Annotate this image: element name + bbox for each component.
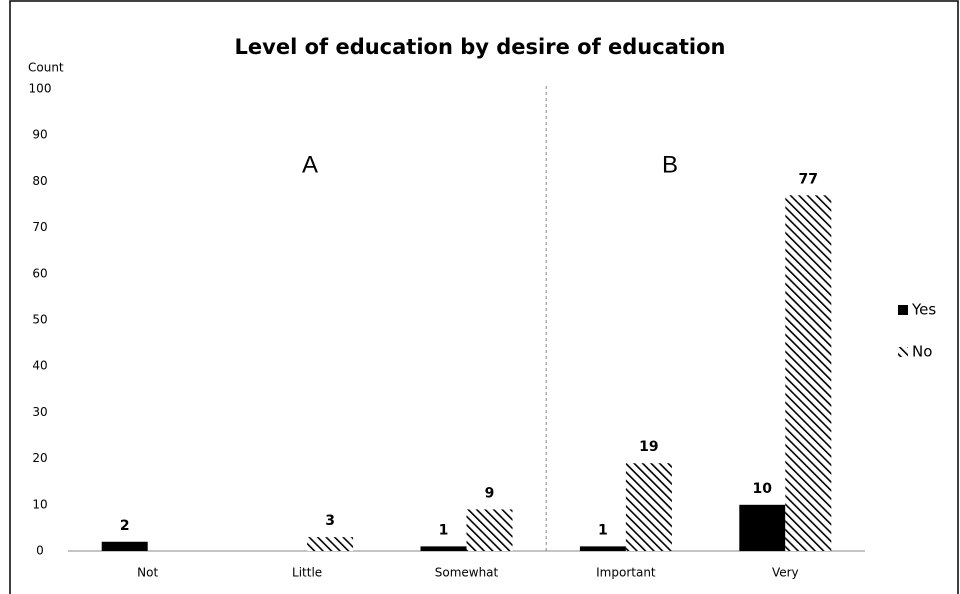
y-tick-label: 0 bbox=[36, 544, 44, 558]
value-label: 19 bbox=[639, 439, 658, 455]
value-label: 1 bbox=[439, 522, 449, 538]
y-tick-label: 50 bbox=[32, 313, 47, 327]
bar bbox=[101, 541, 148, 551]
x-tick-label: Not bbox=[137, 566, 158, 580]
bar bbox=[625, 463, 672, 551]
y-tick-label: 100 bbox=[29, 82, 52, 96]
y-axis-label: Count bbox=[28, 61, 64, 75]
annotation: A bbox=[302, 151, 318, 178]
legend-swatch bbox=[898, 347, 908, 357]
x-tick-label: Little bbox=[292, 566, 322, 580]
bar bbox=[466, 509, 513, 551]
value-label: 10 bbox=[753, 481, 773, 497]
y-tick-label: 30 bbox=[32, 405, 47, 419]
y-tick-label: 70 bbox=[32, 220, 47, 234]
y-tick-label: 10 bbox=[32, 497, 47, 511]
y-tick-label: 80 bbox=[32, 174, 47, 188]
y-tick-label: 60 bbox=[32, 266, 47, 280]
chart-title: Level of education by desire of educatio… bbox=[235, 35, 726, 59]
bar bbox=[785, 195, 832, 551]
annotation: B bbox=[662, 151, 678, 178]
value-label: 9 bbox=[485, 485, 495, 501]
value-label: 2 bbox=[120, 518, 130, 534]
value-label: 77 bbox=[799, 171, 818, 187]
bar bbox=[579, 546, 626, 551]
frame bbox=[9, 0, 959, 594]
legend-label: No bbox=[912, 343, 932, 361]
x-tick-label: Important bbox=[596, 566, 656, 580]
bar bbox=[307, 537, 354, 551]
y-tick-label: 90 bbox=[32, 128, 47, 142]
value-label: 1 bbox=[598, 522, 608, 538]
y-tick-label: 20 bbox=[32, 451, 47, 465]
value-label: 3 bbox=[325, 513, 335, 529]
legend-label: Yes bbox=[911, 301, 936, 319]
y-tick-label: 40 bbox=[32, 359, 47, 373]
x-tick-label: Somewhat bbox=[435, 566, 499, 580]
bar bbox=[739, 504, 786, 551]
legend-swatch bbox=[898, 305, 908, 315]
bar bbox=[420, 546, 467, 551]
x-tick-label: Very bbox=[772, 566, 799, 580]
